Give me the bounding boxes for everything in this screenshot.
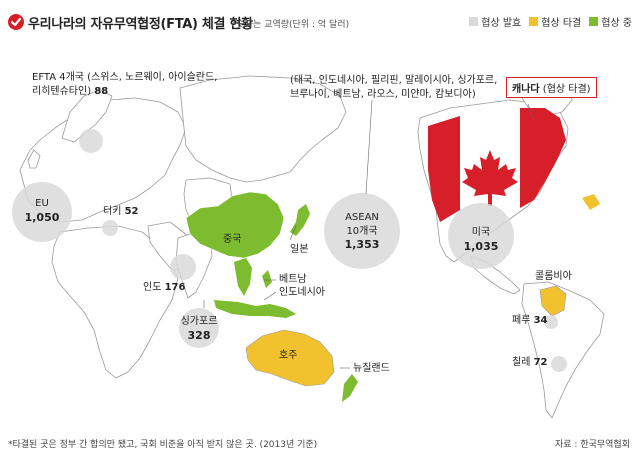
chile-value: 72 xyxy=(533,357,548,368)
chile-bubble xyxy=(551,356,567,372)
newzealand-label: 뉴질랜드 xyxy=(353,363,390,374)
singapore-label: 싱가포르 328 xyxy=(176,315,222,343)
colombia-region xyxy=(539,285,567,317)
legend-label-effective: 협상 발효 xyxy=(481,18,522,29)
turkey-value: 52 xyxy=(124,206,139,217)
check-icon xyxy=(8,14,24,30)
header: 우리나라의 자유무역협정(FTA) 체결 현황 *숫자는 교역량(단위 : 억 … xyxy=(0,0,640,40)
small-yellow-region xyxy=(582,194,600,210)
legend-swatch-concluded xyxy=(529,17,539,26)
legend-label-concluded: 협상 타결 xyxy=(541,18,582,29)
legend-swatch-effective xyxy=(469,17,479,26)
peru-label: 페루 34 xyxy=(512,314,548,328)
chile-name: 칠레 xyxy=(512,357,531,368)
asean-bubble xyxy=(324,193,400,269)
unit-note: *숫자는 교역량(단위 : 억 달러) xyxy=(232,20,350,30)
efta-value: 88 xyxy=(94,85,109,97)
eu-bubble xyxy=(12,182,72,242)
usa-name: 미국 xyxy=(471,227,491,238)
scandinavia-landmass xyxy=(61,89,113,143)
page-title: 우리나라의 자유무역협정(FTA) 체결 현황 xyxy=(28,17,253,32)
japan-label: 일본 xyxy=(290,244,309,255)
usa-label: 미국 1,035 xyxy=(452,226,510,254)
legend-label-negotiating: 협상 중 xyxy=(601,18,632,29)
uk-landmass xyxy=(27,149,41,169)
colombia-label: 콜롬비아 xyxy=(535,271,572,282)
singapore-value: 328 xyxy=(187,328,211,342)
canada-name: 캐나다 xyxy=(512,84,540,95)
indonesia-region xyxy=(214,300,296,318)
new-zealand-region xyxy=(342,374,358,402)
footnote: *타결된 곳은 정부 간 합의만 됐고, 국회 비준을 아직 받지 않은 곳. … xyxy=(8,440,318,450)
peru-name: 페루 xyxy=(512,315,531,326)
legend-item-negotiating: 협상 중 xyxy=(589,14,632,29)
asean-members-line2: 브루나이, 베트남, 라오스, 미얀마, 캄보디아) xyxy=(290,88,476,100)
legend-swatch-negotiating xyxy=(589,17,599,26)
usa-value: 1,035 xyxy=(463,239,499,253)
china-label: 중국 xyxy=(223,234,242,245)
japan-region xyxy=(290,204,310,236)
eu-name: EU xyxy=(35,198,49,209)
peru-bubble xyxy=(544,315,558,329)
asean-members-label: (태국, 인도네시아, 필리핀, 말레이시아, 싱가포르, 브루나이, 베트남,… xyxy=(290,74,497,101)
singapore-bubble xyxy=(179,308,219,348)
india-bubble xyxy=(170,254,196,280)
asean-count: 10개국 xyxy=(346,225,378,237)
legend-item-effective: 협상 발효 xyxy=(469,14,521,29)
canada-status: (협상 타결) xyxy=(542,84,591,95)
south-america-landmass xyxy=(521,281,605,419)
asean-value: 1,353 xyxy=(344,238,380,251)
turkey-label: 터키 52 xyxy=(103,205,139,219)
source-note: 자료 : 한국무역협회 xyxy=(555,440,630,450)
peru-value: 34 xyxy=(533,315,548,326)
canada-flag xyxy=(428,108,566,222)
efta-label-line2: 리히텐슈타인) xyxy=(32,85,92,97)
philippines-region xyxy=(262,270,272,288)
legend: 협상 발효 협상 타결 협상 중 xyxy=(469,14,632,29)
turkey-name: 터키 xyxy=(103,206,122,217)
indonesia-label: 인도네시아 xyxy=(279,287,325,298)
india-label: 인도 176 xyxy=(143,281,185,295)
canada-callout: 캐나다 (협상 타결) xyxy=(506,77,597,98)
eu-label: EU 1,050 xyxy=(14,197,70,225)
china-region xyxy=(185,191,285,259)
maple-leaf-icon xyxy=(462,150,518,206)
southeast-asia-region xyxy=(234,258,252,296)
asean-label: ASEAN 10개국 1,353 xyxy=(330,211,394,253)
india-value: 176 xyxy=(164,282,186,293)
india-name: 인도 xyxy=(143,282,162,293)
efta-label-line1: EFTA 4개국 (스위스, 노르웨이, 아이슬란드, xyxy=(32,72,218,83)
asean-members-line1: (태국, 인도네시아, 필리핀, 말레이시아, 싱가포르, xyxy=(290,75,498,86)
efta-bubble xyxy=(79,129,103,153)
world-map xyxy=(12,75,605,419)
asean-name: ASEAN xyxy=(345,212,379,223)
chile-label: 칠레 72 xyxy=(512,356,548,370)
vietnam-label: 베트남 xyxy=(279,274,307,285)
singapore-name: 싱가포르 xyxy=(180,316,218,327)
australia-label: 호주 xyxy=(279,350,298,361)
usa-bubble xyxy=(448,203,514,269)
eu-value: 1,050 xyxy=(24,210,60,224)
legend-item-concluded: 협상 타결 xyxy=(529,14,581,29)
turkey-bubble xyxy=(102,220,118,236)
efta-label: EFTA 4개국 (스위스, 노르웨이, 아이슬란드, 리히텐슈타인) 88 xyxy=(32,71,217,98)
north-asia-landmass xyxy=(179,75,347,183)
australia-region xyxy=(245,329,335,387)
